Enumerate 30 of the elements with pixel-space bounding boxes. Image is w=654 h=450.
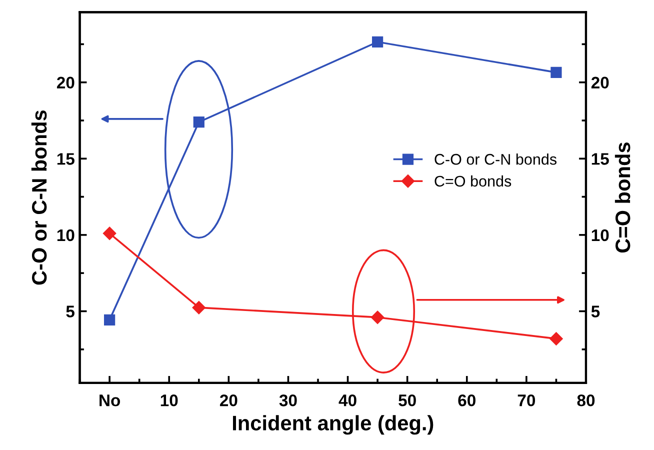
y2-tick-label: 5 [591,306,600,318]
y-tick-label: 15 [57,153,74,165]
point [104,314,116,326]
x-axis-title: Incident angle (deg.) [233,415,434,435]
x-tick-label: 80 [577,394,595,406]
y2-tick-label: 20 [591,76,609,89]
x-tick-label: 70 [518,394,536,406]
y-axis-title: C-O or C-N bonds [31,110,47,285]
x-tick-label: 40 [338,394,356,406]
x-tick-label: 60 [458,394,476,406]
y-tick-label: 5 [66,306,74,318]
legend-label: C-O or C-N bonds [434,154,557,165]
y-tick-label: 10 [57,229,74,242]
x-tick-label: 20 [220,394,238,406]
point [192,300,206,314]
x-tick-label: No [100,394,120,406]
y2-tick-label: 10 [592,229,609,242]
point [193,116,204,128]
y-tick-label: 20 [56,76,74,89]
point [550,66,562,78]
y2-tick-label: 15 [592,153,609,165]
x-tick-label: 50 [398,394,416,406]
point [550,332,563,346]
x-tick-label: 10 [160,394,178,406]
point [102,226,116,240]
point [372,36,384,48]
point [370,310,384,324]
y2-axis-title: C=O bonds [614,142,630,253]
x-tick-label: 30 [279,394,297,406]
legend-label: C=O bonds [434,175,512,187]
